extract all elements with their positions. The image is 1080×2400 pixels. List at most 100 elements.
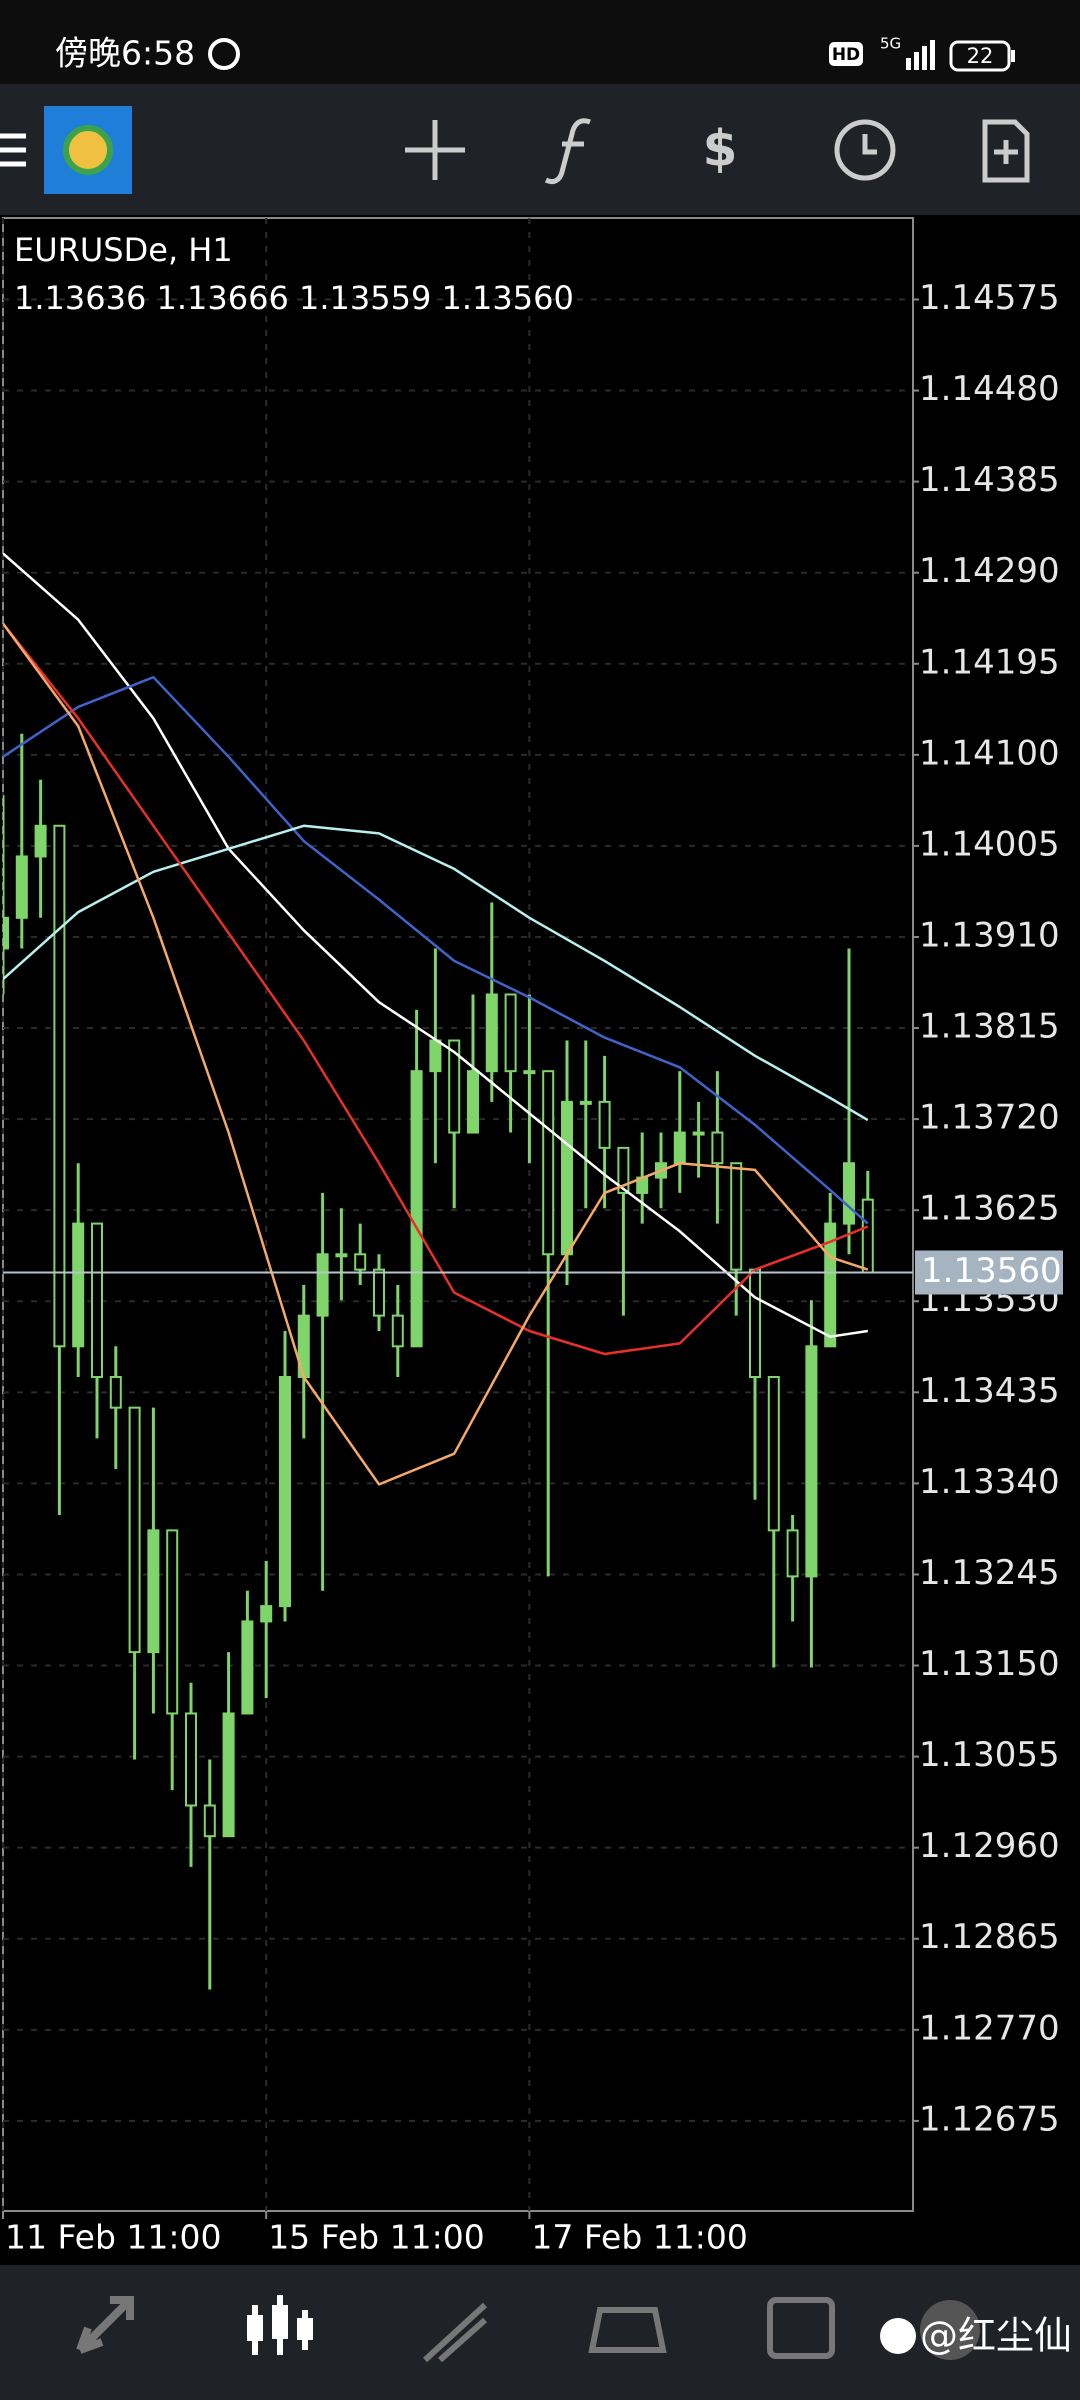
candle-body (260, 1605, 273, 1623)
trade-tab[interactable] (422, 2302, 488, 2363)
trade-button[interactable]: $ (703, 120, 738, 178)
indicators-button[interactable] (544, 118, 591, 185)
candle-body (730, 1162, 743, 1271)
candle-body (561, 1100, 573, 1256)
candle-body (579, 1100, 592, 1105)
candle-body (34, 824, 47, 858)
axis: 1.14575 1.14480 1.14385 1.14290 1.14195 1.141… (2, 278, 1063, 2257)
app-icon-logo (63, 125, 113, 175)
price-tag (915, 1250, 1063, 1295)
chart-frame (2, 217, 914, 2212)
price-tag-label: 1.13560 (921, 1251, 1062, 1291)
candle-body (185, 1712, 197, 1807)
candle-body (805, 1345, 818, 1578)
y-tick-label: 1.14290 (919, 551, 1060, 591)
status-bar (0, 0, 1080, 84)
watermark-logo (880, 2318, 916, 2354)
y-tick-label: 1.13625 (919, 1189, 1060, 1229)
settings-tab[interactable] (920, 2300, 980, 2360)
candle-body (673, 1131, 686, 1165)
candle-body (711, 1131, 724, 1165)
candle-body (617, 1146, 630, 1194)
candle-body (91, 1222, 103, 1378)
candle-body (861, 1198, 874, 1274)
chart-tab-body (247, 2315, 263, 2341)
candle-body (467, 1070, 479, 1134)
toolbar (0, 84, 1080, 215)
y-tick-label: 1.14575 (919, 278, 1060, 318)
y-tick-label: 1.13815 (919, 1007, 1060, 1047)
candle-body (109, 1375, 122, 1409)
candle-body (166, 1529, 179, 1715)
history-tab[interactable] (588, 2307, 667, 2353)
chart-tab-body (272, 2305, 288, 2339)
news-tab[interactable] (767, 2297, 835, 2359)
candle-body (692, 1131, 705, 1136)
candle-body (485, 993, 498, 1073)
network-text: 5G (880, 35, 901, 53)
candle-body (203, 1804, 216, 1838)
ma-line (3, 675, 869, 1225)
candle-body (448, 1039, 461, 1134)
y-tick-label: 1.14480 (919, 369, 1060, 409)
ma-line (3, 622, 869, 1486)
y-tick-label: 1.12865 (919, 1917, 1060, 1957)
battery-text: 22 (967, 44, 994, 68)
x-tick-label: 17 Feb 11:00 (531, 2218, 748, 2257)
clock-hands (862, 134, 877, 155)
candle-body (598, 1100, 611, 1149)
y-tick-label: 1.14195 (919, 642, 1060, 682)
symbol-label: EURUSDe, H1 (14, 231, 233, 269)
candle-body (147, 1529, 160, 1654)
candle-body (749, 1268, 761, 1378)
candle-body (843, 1162, 855, 1225)
watermark: @红尘仙 (920, 2314, 1072, 2358)
plot (3, 552, 913, 1990)
hd-text: HD (832, 45, 860, 65)
candle-body (128, 1406, 141, 1654)
y-tick-label: 1.14005 (919, 824, 1060, 864)
y-tick-label: 1.14100 (919, 733, 1060, 773)
ma-line (3, 824, 869, 1122)
y-tick-label: 1.12770 (919, 2008, 1060, 2048)
candle-body (391, 1314, 404, 1348)
candle-body (504, 993, 517, 1073)
candle-body (786, 1529, 799, 1578)
candle-body (429, 1039, 442, 1073)
alarm-icon (208, 38, 240, 70)
candle-body (316, 1253, 329, 1317)
crosshair-button[interactable] (405, 120, 465, 180)
candle-body (767, 1375, 780, 1532)
y-tick-label: 1.13150 (919, 1644, 1060, 1684)
status-time: 傍晚6:58 (55, 34, 195, 73)
objects-button[interactable] (982, 119, 1030, 183)
y-tick-label: 1.12675 (919, 2099, 1060, 2139)
candle-body (3, 916, 9, 950)
candle-body (354, 1253, 367, 1271)
y-tick-label: 1.13910 (919, 915, 1060, 955)
candle-body (72, 1222, 85, 1348)
ma-line (3, 622, 869, 1356)
candle-body (15, 855, 28, 919)
menu-button[interactable] (0, 133, 26, 167)
chart-tab-body (297, 2318, 313, 2340)
candle-body (523, 1070, 536, 1075)
timeframe-button[interactable] (834, 119, 896, 181)
candle-body (824, 1222, 837, 1348)
candle-body (222, 1712, 235, 1838)
battery-icon (949, 40, 1011, 72)
y-tick-label: 1.13720 (919, 1098, 1060, 1138)
quotes-tab[interactable] (76, 2296, 134, 2354)
candle-body (279, 1375, 291, 1608)
ohlc-label: 1.13636 1.13666 1.13559 1.13560 (14, 279, 574, 317)
y-tick-label: 1.13435 (919, 1371, 1060, 1411)
candle-body (542, 1070, 555, 1256)
ma-line (3, 552, 868, 1338)
candle-body (335, 1253, 348, 1258)
signal-bar (906, 58, 911, 70)
y-tick-label: 1.12960 (919, 1826, 1060, 1866)
candle-body (373, 1268, 385, 1317)
battery-tip (1011, 50, 1015, 62)
candle-body (53, 824, 66, 1348)
